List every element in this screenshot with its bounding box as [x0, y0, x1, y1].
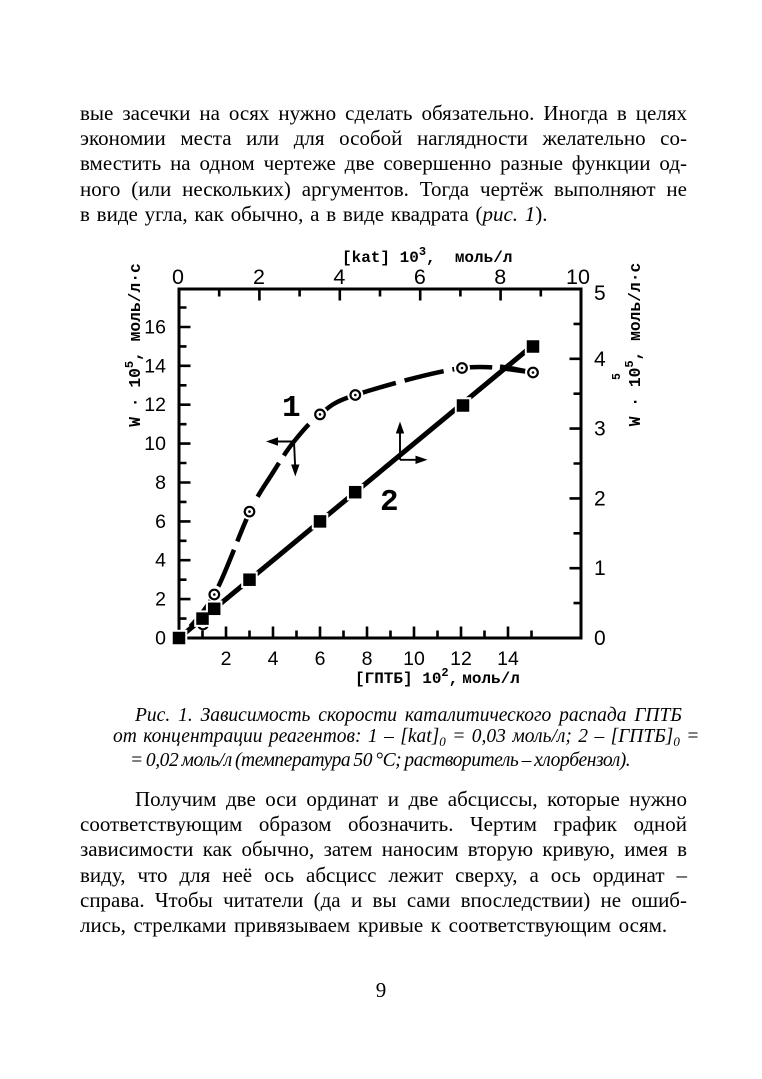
svg-text:12: 12 — [450, 648, 472, 670]
svg-text:0: 0 — [594, 627, 606, 650]
svg-text:8: 8 — [362, 648, 373, 670]
svg-text:5: 5 — [611, 373, 624, 380]
svg-text:6: 6 — [414, 265, 426, 289]
svg-text:4: 4 — [594, 348, 606, 371]
svg-text:14: 14 — [144, 355, 166, 377]
svg-text:4: 4 — [333, 265, 345, 289]
svg-text:2: 2 — [380, 485, 399, 520]
svg-text:10: 10 — [144, 433, 166, 455]
svg-text:1: 1 — [282, 391, 301, 426]
svg-text:12: 12 — [144, 394, 166, 416]
svg-text:6: 6 — [315, 648, 326, 670]
svg-text:2: 2 — [155, 589, 166, 611]
svg-text:14: 14 — [497, 648, 519, 670]
svg-text:6: 6 — [155, 511, 166, 533]
svg-text:2: 2 — [594, 487, 606, 510]
svg-text:16: 16 — [144, 317, 166, 339]
svg-text:8: 8 — [155, 472, 166, 494]
svg-text:1: 1 — [594, 557, 606, 580]
svg-text:3: 3 — [594, 418, 606, 441]
svg-text:5: 5 — [594, 282, 606, 305]
svg-text:[kat] 103, моль/л: [kat] 103, моль/л — [342, 245, 512, 267]
svg-text:0: 0 — [172, 265, 184, 289]
svg-text:0: 0 — [155, 628, 166, 650]
svg-text:2: 2 — [221, 648, 232, 670]
svg-text:10: 10 — [403, 648, 425, 670]
svg-text:10: 10 — [566, 265, 590, 289]
svg-text:4: 4 — [268, 648, 279, 670]
svg-text:8: 8 — [494, 265, 506, 289]
svg-text:4: 4 — [155, 550, 166, 572]
svg-text:W · 105, моль/л·с: W · 105, моль/л·с — [123, 263, 145, 427]
svg-text:[ГПТБ] 102,моль/л: [ГПТБ] 102, моль/л — [355, 666, 520, 688]
svg-text:2: 2 — [253, 265, 265, 289]
svg-text:W · 105, моль/л·с: W · 105, моль/л·с — [623, 263, 645, 427]
